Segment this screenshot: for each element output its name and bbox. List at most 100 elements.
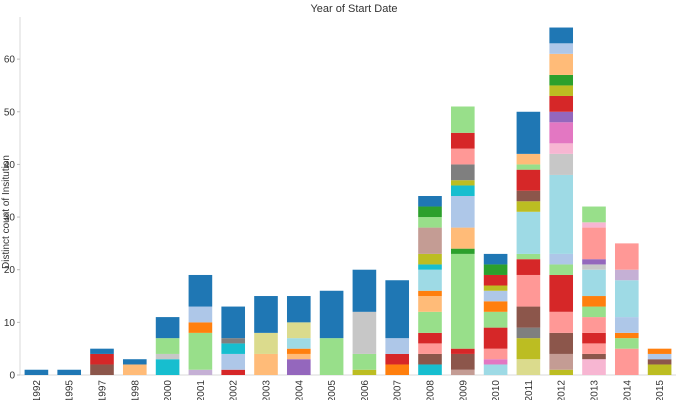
bar-segment[interactable] [57, 369, 82, 375]
bar-segment[interactable] [418, 364, 442, 375]
bar-segment[interactable] [516, 201, 541, 212]
bar-2004[interactable] [286, 296, 311, 375]
bar-2002[interactable] [221, 306, 246, 375]
bar-2014[interactable] [614, 243, 639, 375]
bar-segment[interactable] [582, 332, 606, 344]
bar-segment[interactable] [516, 338, 541, 360]
bar-segment[interactable] [647, 348, 672, 354]
bar-segment[interactable] [549, 111, 574, 123]
bar-segment[interactable] [450, 369, 475, 375]
bar-segment[interactable] [549, 174, 574, 254]
bar-segment[interactable] [549, 122, 574, 144]
bar-segment[interactable] [516, 211, 541, 254]
bar-2010[interactable] [483, 253, 508, 375]
bar-segment[interactable] [286, 296, 311, 323]
bar-segment[interactable] [254, 296, 278, 333]
bar-segment[interactable] [122, 359, 147, 365]
bar-segment[interactable] [418, 227, 442, 254]
bar-2007[interactable] [385, 280, 410, 375]
bar-segment[interactable] [90, 353, 114, 365]
bar-segment[interactable] [614, 280, 639, 318]
bar-segment[interactable] [188, 332, 213, 370]
bar-segment[interactable] [352, 369, 377, 375]
bar-segment[interactable] [286, 359, 311, 375]
bar-segment[interactable] [549, 353, 574, 370]
bar-2008[interactable] [418, 196, 442, 375]
bar-segment[interactable] [582, 269, 606, 297]
bar-2015[interactable] [647, 348, 672, 375]
bar-2003[interactable] [254, 296, 278, 375]
bar-segment[interactable] [450, 248, 475, 254]
bar-segment[interactable] [155, 338, 180, 354]
bar-segment[interactable] [450, 164, 475, 181]
bar-segment[interactable] [155, 317, 180, 339]
bar-segment[interactable] [418, 311, 442, 333]
bar-2009[interactable] [450, 106, 475, 376]
bar-2012[interactable] [549, 27, 574, 375]
bar-segment[interactable] [582, 359, 606, 375]
bar-segment[interactable] [418, 353, 442, 365]
bar-segment[interactable] [450, 227, 475, 249]
bar-segment[interactable] [516, 190, 541, 202]
bar-segment[interactable] [418, 269, 442, 291]
bar-2006[interactable] [352, 269, 377, 375]
bar-segment[interactable] [418, 296, 442, 312]
bar-segment[interactable] [582, 206, 606, 223]
bar-segment[interactable] [254, 353, 278, 375]
bar-segment[interactable] [516, 259, 541, 275]
bar-segment[interactable] [254, 332, 278, 354]
bar-segment[interactable] [418, 217, 442, 228]
bar-segment[interactable] [221, 306, 246, 339]
bar-segment[interactable] [352, 311, 377, 354]
bar-segment[interactable] [319, 290, 344, 339]
bar-segment[interactable] [483, 301, 508, 312]
bar-segment[interactable] [516, 111, 541, 154]
bar-segment[interactable] [549, 27, 574, 44]
bar-segment[interactable] [483, 285, 508, 291]
bar-segment[interactable] [549, 369, 574, 375]
bar-segment[interactable] [385, 280, 410, 339]
bar-segment[interactable] [418, 196, 442, 207]
bar-segment[interactable] [516, 169, 541, 191]
bar-segment[interactable] [582, 222, 606, 228]
bar-segment[interactable] [385, 353, 410, 365]
bar-segment[interactable] [516, 253, 541, 260]
bar-segment[interactable] [614, 317, 639, 333]
bar-segment[interactable] [122, 364, 147, 375]
bar-segment[interactable] [352, 353, 377, 370]
bar-segment[interactable] [418, 253, 442, 265]
bar-segment[interactable] [450, 253, 475, 349]
bar-segment[interactable] [450, 132, 475, 149]
bar-1995[interactable] [57, 369, 82, 375]
bar-segment[interactable] [582, 259, 606, 265]
bar-segment[interactable] [549, 311, 574, 333]
bar-segment[interactable] [549, 95, 574, 112]
bar-segment[interactable] [549, 253, 574, 265]
bar-segment[interactable] [418, 206, 442, 218]
bar-segment[interactable] [483, 311, 508, 328]
bar-2001[interactable] [188, 274, 213, 375]
bar-2005[interactable] [319, 290, 344, 375]
bar-segment[interactable] [549, 143, 574, 154]
bar-segment[interactable] [614, 338, 639, 349]
bar-2000[interactable] [155, 317, 180, 375]
bar-segment[interactable] [614, 269, 639, 281]
bar-segment[interactable] [483, 264, 508, 275]
bar-segment[interactable] [450, 196, 475, 228]
bar-segment[interactable] [582, 317, 606, 333]
bar-segment[interactable] [549, 264, 574, 275]
bar-segment[interactable] [516, 274, 541, 307]
bar-1992[interactable] [24, 369, 49, 375]
bar-segment[interactable] [286, 348, 311, 354]
bar-segment[interactable] [582, 296, 606, 307]
bar-1998[interactable] [122, 359, 147, 375]
bar-segment[interactable] [582, 264, 606, 270]
bar-segment[interactable] [483, 359, 508, 365]
bar-segment[interactable] [385, 338, 410, 354]
bar-segment[interactable] [385, 364, 410, 375]
bar-segment[interactable] [549, 85, 574, 96]
bar-segment[interactable] [286, 338, 311, 349]
bar-segment[interactable] [90, 364, 114, 375]
bar-segment[interactable] [286, 353, 311, 360]
bar-segment[interactable] [286, 322, 311, 339]
